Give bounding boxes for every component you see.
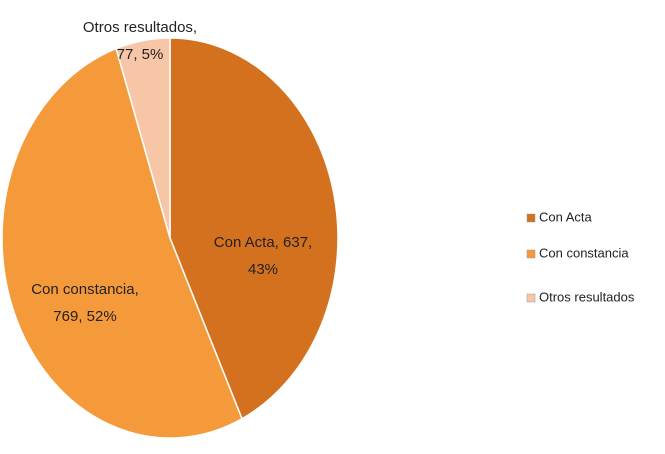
pie-slice (1, 47, 243, 439)
data-label: 769, 52% (53, 308, 116, 325)
data-label: Otros resultados, (83, 19, 197, 36)
legend-swatch (526, 213, 536, 223)
legend-label: Con Acta (539, 209, 593, 224)
data-label: 43% (248, 261, 278, 278)
legend-label: Otros resultados (539, 289, 635, 304)
pie-slice (115, 37, 171, 239)
pie-slice (169, 37, 339, 420)
legend-swatch (526, 293, 536, 303)
data-label: Con constancia, (31, 281, 139, 298)
data-label: Con Acta, 637, (214, 234, 312, 251)
data-label: 77, 5% (117, 46, 164, 63)
legend-label: Con constancia (539, 245, 629, 260)
legend-swatch (526, 249, 536, 259)
